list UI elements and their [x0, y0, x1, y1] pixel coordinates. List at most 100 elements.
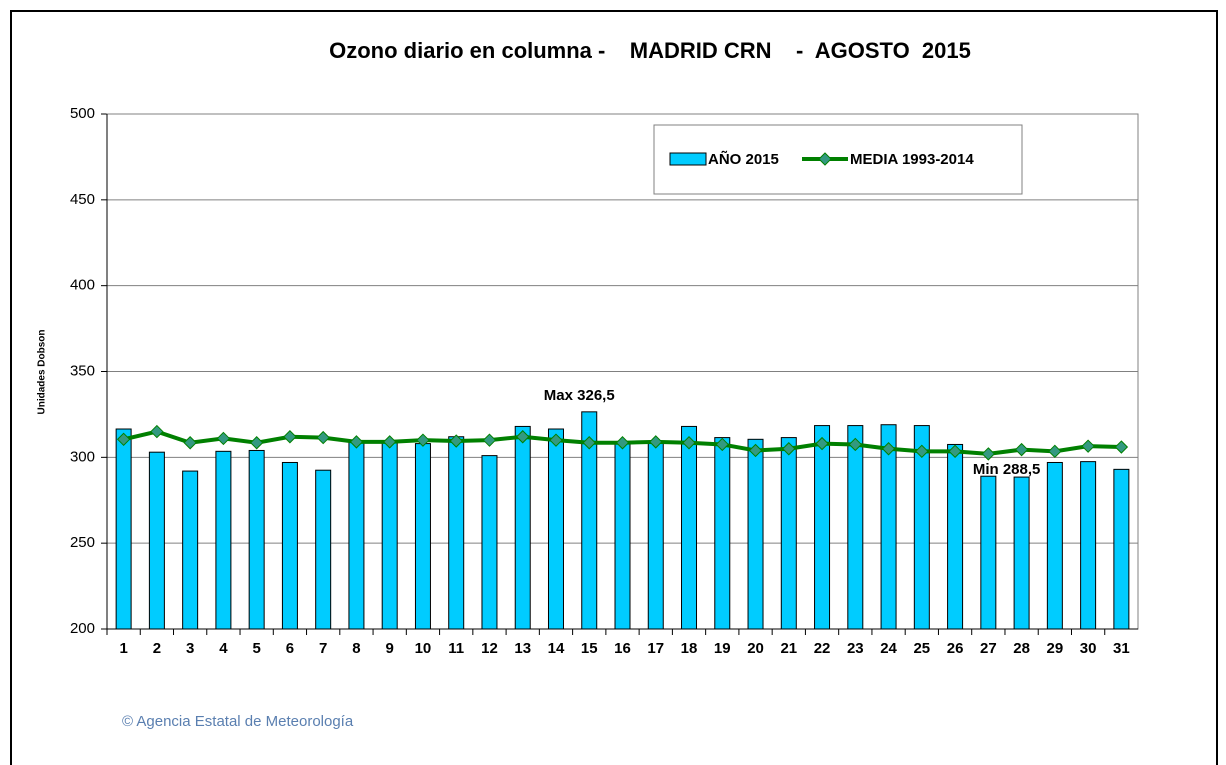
x-tick-label: 1: [119, 640, 127, 657]
marker: [416, 433, 430, 447]
bar: [348, 441, 365, 630]
bar: [1046, 461, 1063, 630]
x-tick-label: 25: [913, 640, 930, 657]
frame: [10, 10, 1218, 765]
marker: [981, 447, 996, 461]
bar: [947, 443, 964, 630]
y-tick-label: 250: [70, 534, 95, 551]
marker: [249, 436, 264, 450]
y-tick-label: 350: [70, 362, 95, 379]
marker: [283, 430, 297, 444]
x-tick-label: 16: [614, 640, 631, 657]
x-tick-label: 27: [980, 640, 997, 657]
bar: [481, 455, 498, 630]
bar: [215, 450, 232, 630]
legend-swatch: [669, 152, 707, 166]
marker: [715, 437, 729, 452]
bar: [814, 425, 831, 630]
bar: [148, 451, 165, 630]
x-tick-label: 28: [1013, 640, 1030, 657]
bar: [913, 425, 930, 630]
y-tick-label: 450: [70, 191, 95, 208]
bar: [381, 440, 398, 630]
x-tick-label: 18: [681, 640, 698, 657]
marker: [1048, 444, 1062, 459]
marker: [615, 436, 630, 450]
bar: [315, 469, 332, 630]
bar: [1113, 468, 1130, 630]
marker: [150, 424, 164, 439]
bar: [581, 411, 598, 630]
x-tick-label: 6: [286, 640, 294, 657]
y-axis-label: Unidades Dobson: [37, 329, 48, 414]
bar: [647, 441, 664, 630]
x-tick-label: 30: [1080, 640, 1097, 657]
x-tick-label: 29: [1047, 640, 1064, 657]
marker: [116, 432, 131, 447]
marker: [183, 436, 197, 450]
marker: [649, 435, 663, 449]
x-tick-label: 8: [352, 640, 360, 657]
marker: [782, 442, 796, 456]
x-tick-label: 26: [947, 640, 964, 657]
marker: [1081, 439, 1095, 453]
marker: [582, 436, 596, 450]
marker: [1014, 442, 1029, 457]
marker: [449, 434, 463, 448]
bar: [980, 475, 997, 630]
marker: [349, 435, 364, 449]
y-tick-label: 500: [70, 105, 95, 122]
x-tick-label: 4: [219, 640, 228, 657]
marker: [216, 431, 231, 446]
chart-title: Ozono diario en columna - MADRID CRN - A…: [329, 38, 971, 63]
bar: [448, 436, 465, 630]
bar: [747, 438, 764, 630]
legend-marker: [818, 152, 832, 166]
marker: [881, 442, 896, 456]
bar: [614, 441, 631, 630]
x-tick-label: 5: [252, 640, 260, 657]
bar: [714, 437, 731, 630]
marker: [482, 433, 497, 447]
x-tick-label: 10: [415, 640, 432, 657]
x-tick-label: 21: [780, 640, 797, 657]
annotation: Max 326,5: [544, 387, 615, 404]
x-tick-label: 7: [319, 640, 327, 657]
footer: © Agencia Estatal de Meteorología: [122, 713, 354, 730]
x-tick-label: 24: [880, 640, 897, 657]
bar: [780, 437, 797, 630]
x-tick-label: 22: [814, 640, 831, 657]
bar: [182, 470, 199, 630]
x-tick-label: 15: [581, 640, 598, 657]
marker: [382, 435, 397, 449]
y-tick-label: 300: [70, 448, 95, 465]
x-tick-label: 17: [647, 640, 664, 657]
bar: [847, 425, 864, 630]
bar: [414, 443, 431, 630]
legend-label: MEDIA 1993-2014: [850, 151, 974, 168]
marker: [316, 430, 330, 445]
marker: [915, 444, 929, 459]
marker: [848, 437, 863, 452]
marker: [948, 444, 962, 459]
marker: [1114, 440, 1129, 454]
bar: [1080, 461, 1097, 630]
x-tick-label: 2: [153, 640, 161, 657]
x-tick-label: 19: [714, 640, 731, 657]
bar: [514, 425, 531, 630]
x-tick-label: 13: [514, 640, 531, 657]
marker: [682, 436, 696, 450]
annotation: Min 288,5: [973, 461, 1041, 478]
x-tick-label: 31: [1113, 640, 1130, 657]
x-tick-label: 20: [747, 640, 764, 657]
marker: [815, 436, 829, 451]
x-tick-label: 3: [186, 640, 194, 657]
bar: [281, 461, 298, 630]
x-tick-label: 23: [847, 640, 864, 657]
x-tick-label: 14: [548, 640, 565, 657]
bar: [547, 428, 564, 630]
bar: [1013, 476, 1030, 630]
legend-label: AÑO 2015: [708, 150, 779, 168]
